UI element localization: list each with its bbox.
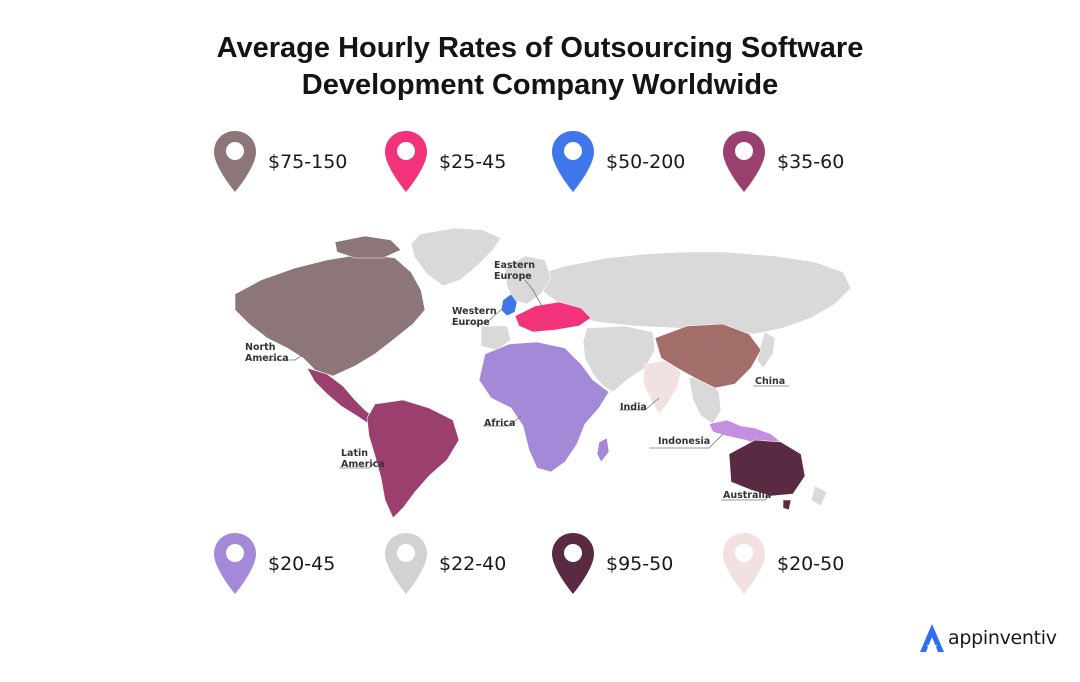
latin-america-label-2: America xyxy=(341,459,385,470)
title-line-2: Development Company Worldwide xyxy=(301,69,779,101)
south-america-region xyxy=(366,399,460,519)
legend-item: $20-45 xyxy=(212,532,335,596)
greenland-region xyxy=(410,228,502,287)
indonesia-label: Indonesia xyxy=(658,436,710,447)
china-label: China xyxy=(755,376,785,387)
western-europe-label: Western xyxy=(452,306,497,317)
iberia-region xyxy=(480,325,512,351)
central-america-region xyxy=(306,367,376,425)
map-pin-icon xyxy=(552,533,594,594)
india-region xyxy=(642,359,682,415)
western-europe-label-2: Europe xyxy=(452,317,490,328)
legend-label: $50-200 xyxy=(606,151,686,173)
legend-item: $25-45 xyxy=(383,130,506,194)
arctic-islands-region xyxy=(334,235,402,259)
legend-label: $95-50 xyxy=(606,553,674,575)
new-zealand-region xyxy=(810,485,828,507)
north-america-region xyxy=(234,253,426,377)
eastern-europe-region xyxy=(514,301,592,333)
map-pin-icon xyxy=(552,131,594,192)
japan-region xyxy=(756,331,776,369)
australia-region xyxy=(728,439,806,497)
world-map: North America Latin America Western Euro… xyxy=(234,228,852,519)
brand-logo: appinventiv xyxy=(918,622,1057,654)
eastern-europe-label-2: Europe xyxy=(494,271,532,282)
scandinavia-region xyxy=(504,255,552,305)
legend-label: $20-45 xyxy=(268,553,336,575)
madagascar-region xyxy=(596,437,610,463)
map-pin-icon xyxy=(723,131,765,192)
legend-item: $22-40 xyxy=(383,532,506,596)
india-label: India xyxy=(620,402,647,413)
legend-item: $75-150 xyxy=(212,130,347,194)
australia-label: Australia xyxy=(723,490,771,501)
china-region xyxy=(654,323,762,389)
eastern-europe-label: Eastern xyxy=(494,260,535,271)
page-title: Average Hourly Rates of Outsourcing Soft… xyxy=(0,30,1080,104)
map-pin-icon xyxy=(723,533,765,594)
latin-america-label: Latin xyxy=(341,448,368,459)
brand-name: appinventiv xyxy=(948,627,1057,649)
north-america-label: North xyxy=(245,342,276,353)
north-america-label-2: America xyxy=(245,353,289,364)
legend-item: $35-60 xyxy=(721,130,844,194)
africa-label: Africa xyxy=(484,418,515,429)
legend-item: $95-50 xyxy=(550,532,673,596)
legend-item: $50-200 xyxy=(550,130,685,194)
legend-label: $22-40 xyxy=(439,553,507,575)
map-pin-icon xyxy=(214,533,256,594)
africa-region xyxy=(478,341,610,473)
middle-east-region xyxy=(582,325,656,393)
map-pin-icon xyxy=(385,533,427,594)
map-pin-icon xyxy=(214,131,256,192)
title-line-1: Average Hourly Rates of Outsourcing Soft… xyxy=(216,32,864,64)
appinventiv-logo-icon xyxy=(920,624,944,652)
tasmania-region xyxy=(782,499,792,511)
map-pin-icon xyxy=(385,131,427,192)
legend-label: $75-150 xyxy=(268,151,348,173)
legend-label: $20-50 xyxy=(777,553,845,575)
legend-label: $35-60 xyxy=(777,151,845,173)
legend-label: $25-45 xyxy=(439,151,507,173)
legend-item: $20-50 xyxy=(721,532,844,596)
